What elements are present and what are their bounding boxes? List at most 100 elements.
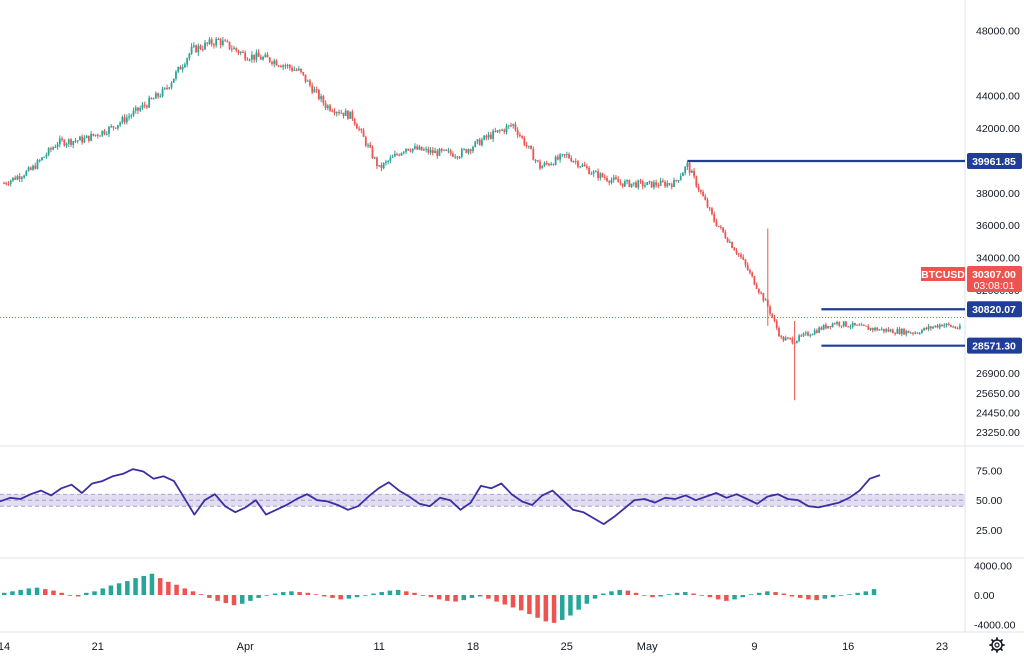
candle-body: [666, 183, 669, 187]
candle: [119, 121, 122, 127]
candle: [664, 180, 666, 188]
price-axis-tick: 38000.00: [976, 188, 1020, 200]
candle: [494, 127, 497, 133]
candle-body: [483, 135, 486, 140]
candle: [277, 64, 280, 68]
candle-body: [152, 98, 155, 100]
candle: [784, 335, 787, 341]
candle-body: [184, 64, 186, 67]
candle: [318, 88, 320, 101]
candle-body: [764, 299, 767, 301]
candle: [190, 43, 193, 56]
candle-body: [795, 340, 798, 343]
candle: [271, 60, 273, 66]
candle-body: [574, 161, 577, 163]
candle-body: [686, 162, 689, 167]
macd-histogram-bar: [855, 592, 860, 595]
candle: [344, 108, 347, 116]
candle: [565, 151, 568, 159]
candle: [382, 162, 385, 170]
macd-histogram-bar: [190, 591, 196, 595]
candle: [351, 109, 354, 122]
candle: [137, 107, 139, 115]
candle: [489, 132, 492, 140]
candle-body: [610, 180, 613, 183]
candle-body: [780, 336, 783, 338]
candle: [708, 206, 711, 212]
candle: [246, 57, 249, 61]
candle-body: [762, 293, 765, 301]
candle-body: [47, 148, 50, 155]
price-pane[interactable]: [0, 36, 965, 401]
candle-body: [548, 163, 550, 166]
candle: [824, 322, 827, 330]
candle: [215, 36, 218, 48]
candle: [563, 153, 566, 158]
candle: [586, 163, 588, 170]
candle: [646, 181, 649, 186]
candle-body: [688, 162, 691, 173]
time-axis[interactable]: 1421Apr111825May91623Jun: [0, 641, 1024, 653]
candle: [34, 162, 37, 170]
candle: [527, 145, 530, 149]
candle-body: [96, 134, 99, 136]
candle: [376, 156, 378, 170]
candle-body: [757, 288, 760, 293]
candle: [530, 145, 532, 150]
candle-body: [110, 126, 113, 128]
candle: [159, 93, 162, 98]
candle: [29, 166, 32, 171]
candle-body: [588, 167, 591, 175]
candle-body: [675, 180, 678, 182]
candle: [780, 334, 783, 340]
candle-body: [789, 337, 792, 339]
candle-body: [773, 317, 776, 321]
candle-body: [215, 38, 218, 46]
candle-body: [539, 161, 541, 169]
candle: [762, 292, 765, 303]
candle: [628, 179, 631, 188]
candle: [181, 64, 184, 73]
candle-body: [132, 110, 135, 116]
candle-body: [565, 154, 568, 156]
gear-icon[interactable]: [989, 637, 1005, 653]
candle-body: [608, 180, 611, 183]
candle: [918, 331, 921, 335]
candle-body: [947, 323, 950, 325]
candle-body: [79, 136, 81, 141]
candle: [952, 325, 955, 328]
macd-histogram-pane[interactable]: 4000.00 0.00 -4000.00: [2, 561, 1016, 632]
time-axis-label: 23: [936, 641, 948, 653]
candle: [505, 123, 508, 135]
candle: [90, 130, 92, 142]
macd-histogram-bar: [354, 595, 360, 598]
candle-body: [802, 333, 805, 336]
candle-body: [684, 166, 687, 173]
candle-body: [52, 147, 55, 150]
candle: [885, 327, 888, 334]
time-axis-label: 25: [561, 641, 573, 653]
candle-body: [146, 105, 148, 108]
candle: [686, 161, 689, 170]
macd-histogram-bar: [658, 595, 663, 597]
current-price-label: 30307.00: [972, 269, 1016, 281]
candle: [583, 161, 586, 167]
candle: [568, 152, 570, 159]
candle-body: [320, 96, 323, 100]
candle: [197, 43, 200, 56]
candle: [380, 162, 383, 172]
candle: [659, 177, 662, 187]
candle-body: [443, 149, 445, 151]
candle-body: [840, 325, 843, 327]
candle: [300, 68, 302, 74]
candle: [760, 291, 762, 295]
candle: [958, 323, 961, 330]
price-axis-tick: 44000.00: [976, 91, 1020, 103]
candle-body: [871, 327, 874, 331]
price-axis[interactable]: 48000.00 44000.00 42000.00 38000.00 36000.00…: [967, 26, 1022, 439]
candle: [195, 44, 197, 53]
candle-body: [420, 146, 423, 151]
rsi-pane[interactable]: 75.00 50.00 25.00: [0, 465, 1002, 537]
candle: [757, 288, 760, 295]
